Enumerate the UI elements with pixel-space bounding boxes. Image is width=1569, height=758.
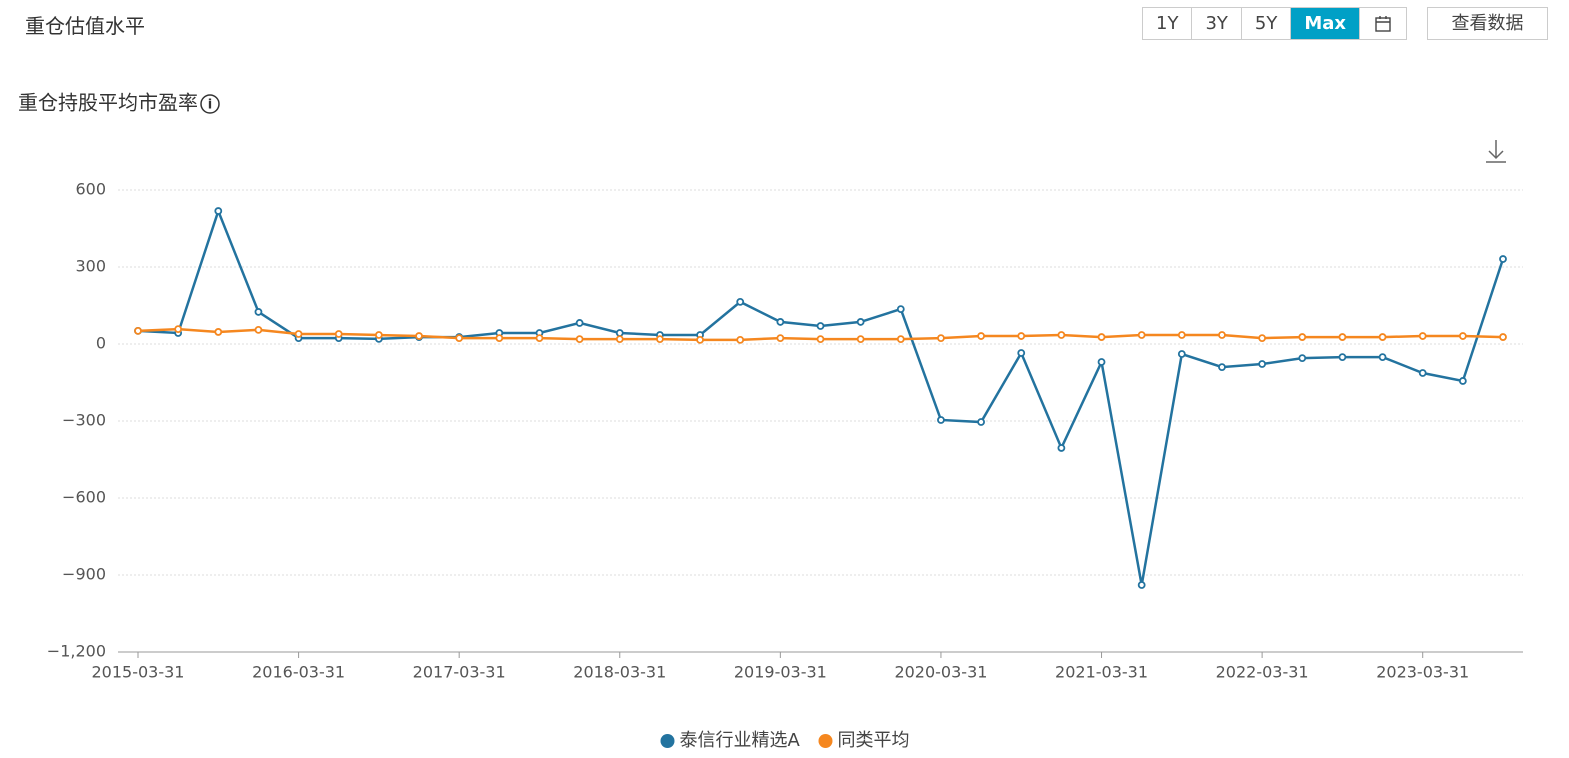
data-point: [896, 305, 905, 313]
data-point: [1258, 360, 1267, 368]
info-i: i: [208, 98, 212, 113]
range-button[interactable]: Max: [1291, 8, 1361, 39]
x-tick-label: 2020-03-31: [894, 663, 987, 682]
data-point: [455, 334, 464, 342]
y-tick-label: −900: [62, 565, 106, 584]
data-point: [174, 325, 183, 334]
x-tick-label: 2015-03-31: [92, 663, 185, 682]
legend-marker: [660, 734, 675, 748]
range-buttons: 1Y 3Y 5Y Max: [1142, 7, 1408, 40]
data-point: [1499, 255, 1507, 263]
data-point: [776, 318, 785, 326]
data-point: [1218, 363, 1226, 372]
data-point: [1177, 331, 1186, 339]
data-point: [254, 325, 263, 334]
data-point: [495, 334, 504, 342]
range-button[interactable]: 1Y: [1143, 8, 1193, 39]
data-point: [615, 335, 624, 344]
data-point: [1137, 331, 1146, 339]
y-tick-label: 600: [75, 180, 106, 199]
range-button[interactable]: 3Y: [1192, 8, 1242, 39]
data-point: [254, 308, 263, 316]
data-point: [1499, 333, 1507, 341]
data-point: [1458, 377, 1467, 385]
data-point: [977, 332, 985, 340]
x-tick-label: 2022-03-31: [1216, 663, 1309, 682]
data-point: [977, 418, 985, 426]
data-point: [214, 207, 223, 215]
data-point: [1137, 581, 1146, 589]
data-point: [1418, 369, 1427, 377]
data-point: [575, 335, 584, 344]
chart-title: 重仓持股平均市盈率: [18, 91, 198, 115]
data-point: [535, 334, 544, 342]
x-tick-label: 2023-03-31: [1376, 663, 1469, 682]
data-point: [1097, 333, 1106, 341]
info-icon[interactable]: [200, 94, 220, 114]
data-point: [736, 335, 745, 344]
download-icon[interactable]: [1486, 140, 1506, 163]
data-point: [816, 322, 825, 330]
legend-marker: [818, 734, 833, 748]
data-point: [937, 416, 945, 424]
data-point: [1057, 444, 1066, 452]
x-tick-label: 2019-03-31: [734, 663, 827, 682]
legend-label: 同类平均: [837, 730, 909, 751]
data-point: [856, 335, 865, 344]
data-point: [294, 330, 303, 338]
range-button[interactable]: 5Y: [1242, 8, 1292, 39]
data-point: [1298, 333, 1307, 341]
data-point: [696, 335, 704, 344]
data-point: [575, 319, 584, 327]
data-point: [856, 318, 865, 326]
x-tick-label: 2016-03-31: [252, 663, 345, 682]
x-tick-label: 2017-03-31: [413, 663, 506, 682]
y-tick-label: 300: [75, 257, 106, 276]
page-title: 重仓估值水平: [25, 14, 145, 38]
legend-label: 泰信行业精选A: [680, 730, 801, 751]
calendar-button[interactable]: [1360, 8, 1406, 39]
data-point: [1258, 334, 1267, 342]
data-point: [937, 334, 945, 342]
data-point: [1418, 332, 1427, 340]
y-tick-label: −300: [62, 411, 106, 430]
data-point: [214, 328, 223, 336]
data-point: [334, 330, 343, 338]
data-point: [816, 335, 825, 344]
legend-item[interactable]: 泰信行业精选A: [660, 730, 801, 751]
data-point: [656, 335, 664, 344]
data-point: [1218, 331, 1226, 339]
data-point: [134, 327, 142, 335]
data-point: [1338, 353, 1347, 361]
data-point: [1378, 333, 1387, 341]
y-tick-label: −600: [62, 488, 106, 507]
data-point: [1017, 332, 1026, 340]
y-tick-label: 0: [96, 334, 106, 353]
calendar-icon: [1375, 15, 1391, 32]
data-point: [1338, 333, 1347, 341]
data-point: [776, 334, 785, 342]
x-tick-label: 2018-03-31: [573, 663, 666, 682]
data-point: [896, 335, 905, 344]
y-tick-label: −1,200: [47, 642, 106, 661]
data-point: [1097, 358, 1106, 366]
data-point: [415, 332, 423, 340]
data-point: [1057, 331, 1066, 339]
data-point: [1177, 350, 1186, 358]
legend: 泰信行业精选A 同类平均: [660, 730, 909, 751]
data-point: [1298, 354, 1307, 363]
view-data-button[interactable]: 查看数据: [1427, 7, 1548, 40]
data-point: [1378, 353, 1387, 361]
x-tick-label: 2021-03-31: [1055, 663, 1148, 682]
data-point: [1458, 332, 1467, 340]
legend-item[interactable]: 同类平均: [818, 730, 909, 751]
data-point: [374, 331, 383, 339]
data-point: [736, 298, 745, 306]
data-point: [1017, 349, 1026, 357]
data-point: [615, 329, 624, 337]
